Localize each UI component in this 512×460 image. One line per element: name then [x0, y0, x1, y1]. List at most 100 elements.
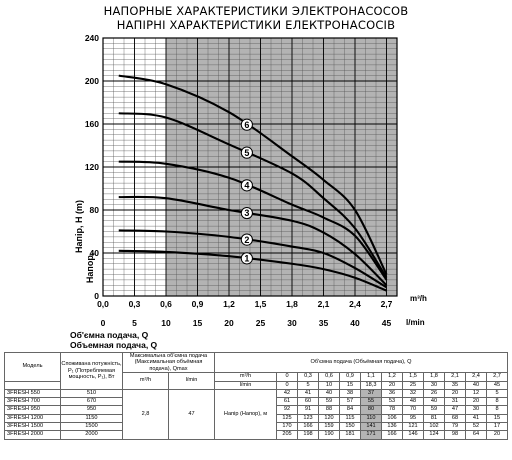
head-value-cell: 41 — [297, 388, 319, 399]
curve-label-1: 1 — [244, 254, 249, 264]
flow-lmin-cell: 40 — [465, 380, 487, 390]
curve-label-marker — [240, 233, 253, 246]
x-tick-label-lmin: 20 — [224, 318, 234, 328]
flow-m3h-cell: 2,4 — [465, 372, 487, 382]
curve-series-5 — [118, 112, 388, 279]
flow-m3h-cell: 1,8 — [423, 372, 445, 382]
head-value-cell: 5 — [486, 388, 508, 399]
curve-labels: 1 2 3 4 5 6 — [240, 118, 253, 265]
head-value-cell: 32 — [402, 388, 424, 399]
flow-lmin-cell: 10 — [318, 380, 340, 390]
power-cell: 2000 — [60, 430, 123, 440]
power-cell: 670 — [60, 397, 123, 407]
head-value-cell: 40 — [423, 397, 445, 407]
head-value-cell: 61 — [276, 397, 298, 407]
power-cell: 1150 — [60, 413, 123, 424]
head-value-cell: 123 — [297, 413, 319, 424]
flow-lmin-cell: 25 — [402, 380, 424, 390]
head-value-cell: 60 — [297, 397, 319, 407]
x-tick-label-m3h: 1,5 — [255, 299, 267, 309]
x-axis-label-ru: Объемная подача, Q — [70, 340, 158, 350]
model-cell: 3FRESH 1500 — [4, 421, 61, 432]
y-tick-label: 0 — [94, 291, 99, 301]
table-row: 3FRESH 2000 2000 205 198 190 181 171 166 146 124 9… — [4, 430, 508, 440]
y-axis-label: Напір, H (m) — [74, 200, 84, 253]
x-tick-label-lmin: 30 — [287, 318, 297, 328]
header-qmax: Максимальна об'ємна подача (Максимальная… — [122, 351, 215, 374]
head-value-cell: 8 — [486, 405, 508, 415]
x-tick-label-m3h: 1,8 — [286, 299, 298, 309]
x-axis-unit-m3h: m³/h — [410, 294, 427, 303]
curve-label-2: 2 — [244, 235, 249, 245]
flow-m3h-cell: 2,7 — [486, 372, 508, 382]
curve-label-marker — [240, 252, 253, 265]
x-tick-label-lmin: 0 — [101, 318, 106, 328]
head-value-cell: 30 — [465, 405, 487, 415]
head-value-cell: 80 — [360, 405, 382, 415]
head-value-cell: 170 — [276, 421, 298, 432]
head-value-cell: 110 — [360, 413, 382, 424]
head-value-cell: 166 — [381, 430, 403, 440]
pump-curves — [118, 74, 388, 292]
head-value-cell: 190 — [318, 430, 340, 440]
curve-label-marker — [240, 179, 253, 192]
head-value-cell: 36 — [381, 388, 403, 399]
y-axis-label-alt: Напор, — [85, 253, 95, 283]
x-axis-label-ua: Об'ємна подача, Q — [70, 330, 149, 340]
head-value-cell: 12 — [465, 388, 487, 399]
power-cell: 510 — [60, 388, 123, 399]
flow-lmin-cell: 20 — [381, 380, 403, 390]
head-value-cell: 136 — [381, 421, 403, 432]
x-tick-label-m3h: 0,9 — [192, 299, 204, 309]
y-tick-label: 120 — [85, 162, 99, 172]
model-cell: 3FRESH 1200 — [4, 413, 61, 424]
flow-m3h-cell: 2,1 — [444, 372, 466, 382]
y-tick-label: 40 — [90, 248, 100, 258]
head-value-cell: 121 — [402, 421, 424, 432]
head-value-cell: 198 — [297, 430, 319, 440]
spec-table: Модель Споживана потужність, P₁ (Потребл… — [4, 351, 508, 440]
flow-lmin-cell: 0 — [276, 380, 298, 390]
header-qmax-m3h: m³/h — [122, 372, 169, 390]
x-tick-label-m3h: 0,6 — [160, 299, 172, 309]
flow-m3h-cell: 1,2 — [381, 372, 403, 382]
table-row: 3FRESH 1500 1500 170 166 159 150 141 136 121 102 7… — [4, 421, 508, 432]
qmax-lmin-cell: 47 — [168, 388, 215, 440]
x-tick-label-lmin: 15 — [193, 318, 203, 328]
head-value-cell: 171 — [360, 430, 382, 440]
head-value-cell: 17 — [486, 421, 508, 432]
head-value-cell: 92 — [276, 405, 298, 415]
x-tick-label-m3h: 1,2 — [223, 299, 235, 309]
flow-m3h-cell: 1,5 — [402, 372, 424, 382]
flow-m3h-cell: 0 — [276, 372, 298, 382]
head-value-cell: 57 — [339, 397, 361, 407]
head-value-cell: 106 — [381, 413, 403, 424]
head-value-cell: 78 — [381, 405, 403, 415]
x-tick-label-lmin: 35 — [319, 318, 329, 328]
head-value-cell: 41 — [465, 413, 487, 424]
table-row: 3FRESH 700 670 61 60 59 57 55 53 48 40 31 20 8 — [4, 397, 508, 407]
power-cell: 1500 — [60, 421, 123, 432]
flow-lmin-cell: 5 — [297, 380, 319, 390]
head-value-cell: 40 — [318, 388, 340, 399]
head-value-cell: 159 — [318, 421, 340, 432]
table-row: 3FRESH 1200 1150 125 123 120 115 110 106 95 81 68 4… — [4, 413, 508, 424]
table-row: 3FRESH 550 510 2,8 47 Напір (Напор), м 42 41 40… — [4, 388, 508, 440]
x-tick-label-m3h: 2,7 — [381, 299, 393, 309]
head-value-cell: 42 — [276, 388, 298, 399]
x-tick-label-lmin: 45 — [382, 318, 392, 328]
y-tick-label: 240 — [85, 33, 99, 43]
head-value-cell: 70 — [402, 405, 424, 415]
curve-series-4 — [118, 160, 388, 281]
x-tick-label-lmin: 10 — [161, 318, 171, 328]
x-tick-label-m3h: 0,0 — [97, 299, 109, 309]
head-value-cell: 8 — [486, 397, 508, 407]
qmax-m3h-cell: 2,8 — [122, 388, 169, 440]
head-value-cell: 84 — [339, 405, 361, 415]
curve-label-6: 6 — [244, 120, 249, 130]
flow-m3h-cell: 1,1 — [360, 372, 382, 382]
curve-label-marker — [240, 206, 253, 220]
model-cell: 3FRESH 700 — [4, 397, 61, 407]
